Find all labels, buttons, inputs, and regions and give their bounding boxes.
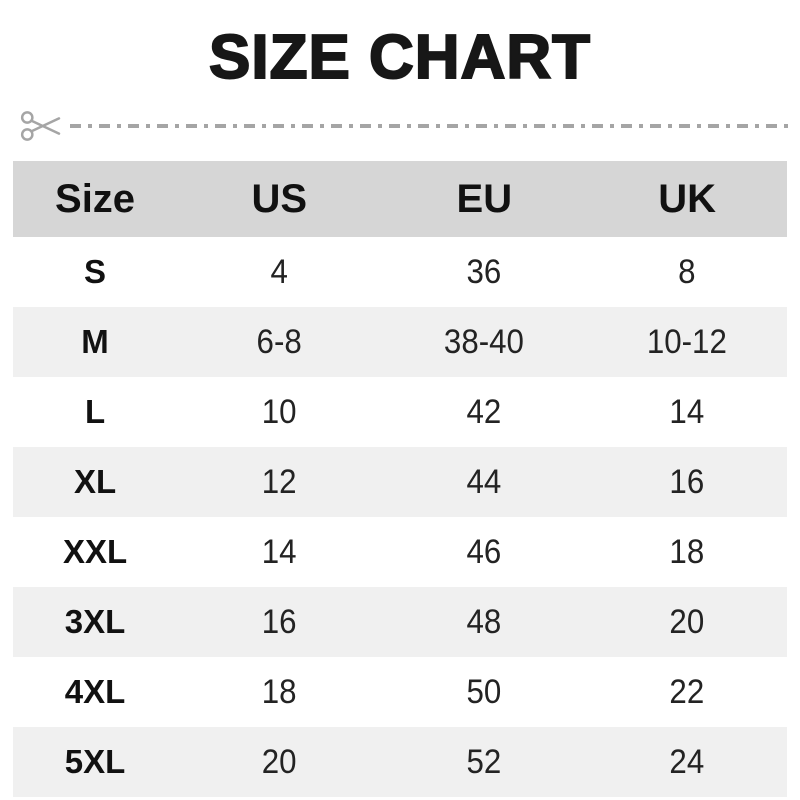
size-cell: XXL (62, 533, 128, 570)
us-cell: 4 (270, 252, 288, 291)
table-row-4xl: 4XL 18 50 22 (13, 657, 787, 727)
uk-cell: 8 (678, 252, 696, 291)
us-cell: 20 (261, 742, 297, 781)
us-cell: 12 (261, 462, 297, 501)
page-title: SIZE CHART (208, 23, 591, 93)
size-cell: 4XL (64, 673, 126, 710)
us-cell: 6-8 (256, 322, 302, 361)
size-cell: S (84, 253, 107, 290)
uk-cell: 14 (669, 392, 705, 431)
table-body: S 4 36 8 M 6-8 38-40 10-12 L 10 42 14 XL… (13, 237, 787, 797)
table-row-xxl: XXL 14 46 18 (13, 517, 787, 587)
uk-cell: 22 (669, 672, 705, 711)
uk-cell: 10-12 (647, 322, 728, 361)
size-table: Size US EU UK S 4 36 8 M 6-8 38-40 10-12… (13, 161, 787, 797)
us-cell: 16 (261, 602, 297, 641)
table-row-5xl: 5XL 20 52 24 (13, 727, 787, 797)
column-header-us: US (251, 176, 308, 221)
table-row-l: L 10 42 14 (13, 377, 787, 447)
eu-cell: 38-40 (444, 322, 525, 361)
us-cell: 18 (261, 672, 297, 711)
table-header-row: Size US EU UK (13, 161, 787, 237)
table-row-3xl: 3XL 16 48 20 (13, 587, 787, 657)
cut-line (20, 106, 788, 146)
eu-cell: 42 (466, 392, 502, 431)
size-cell: 3XL (64, 603, 126, 640)
eu-cell: 36 (466, 252, 502, 291)
us-cell: 10 (261, 392, 297, 431)
scissors-icon (20, 108, 62, 144)
uk-cell: 16 (669, 462, 705, 501)
uk-cell: 18 (669, 532, 705, 571)
eu-cell: 48 (466, 602, 502, 641)
size-cell: M (81, 323, 109, 360)
size-cell: L (84, 393, 106, 430)
dashed-cut-rule (70, 124, 788, 128)
eu-cell: 50 (466, 672, 502, 711)
table-row-s: S 4 36 8 (13, 237, 787, 307)
column-header-uk: UK (658, 176, 717, 221)
uk-cell: 20 (669, 602, 705, 641)
column-header-size: Size (55, 176, 136, 221)
uk-cell: 24 (669, 742, 705, 781)
us-cell: 14 (261, 532, 297, 571)
table-row-m: M 6-8 38-40 10-12 (13, 307, 787, 377)
table-row-xl: XL 12 44 16 (13, 447, 787, 517)
eu-cell: 46 (466, 532, 502, 571)
eu-cell: 44 (466, 462, 502, 501)
size-cell: XL (73, 463, 117, 500)
column-header-eu: EU (456, 176, 513, 221)
size-cell: 5XL (64, 743, 126, 780)
eu-cell: 52 (466, 742, 502, 781)
